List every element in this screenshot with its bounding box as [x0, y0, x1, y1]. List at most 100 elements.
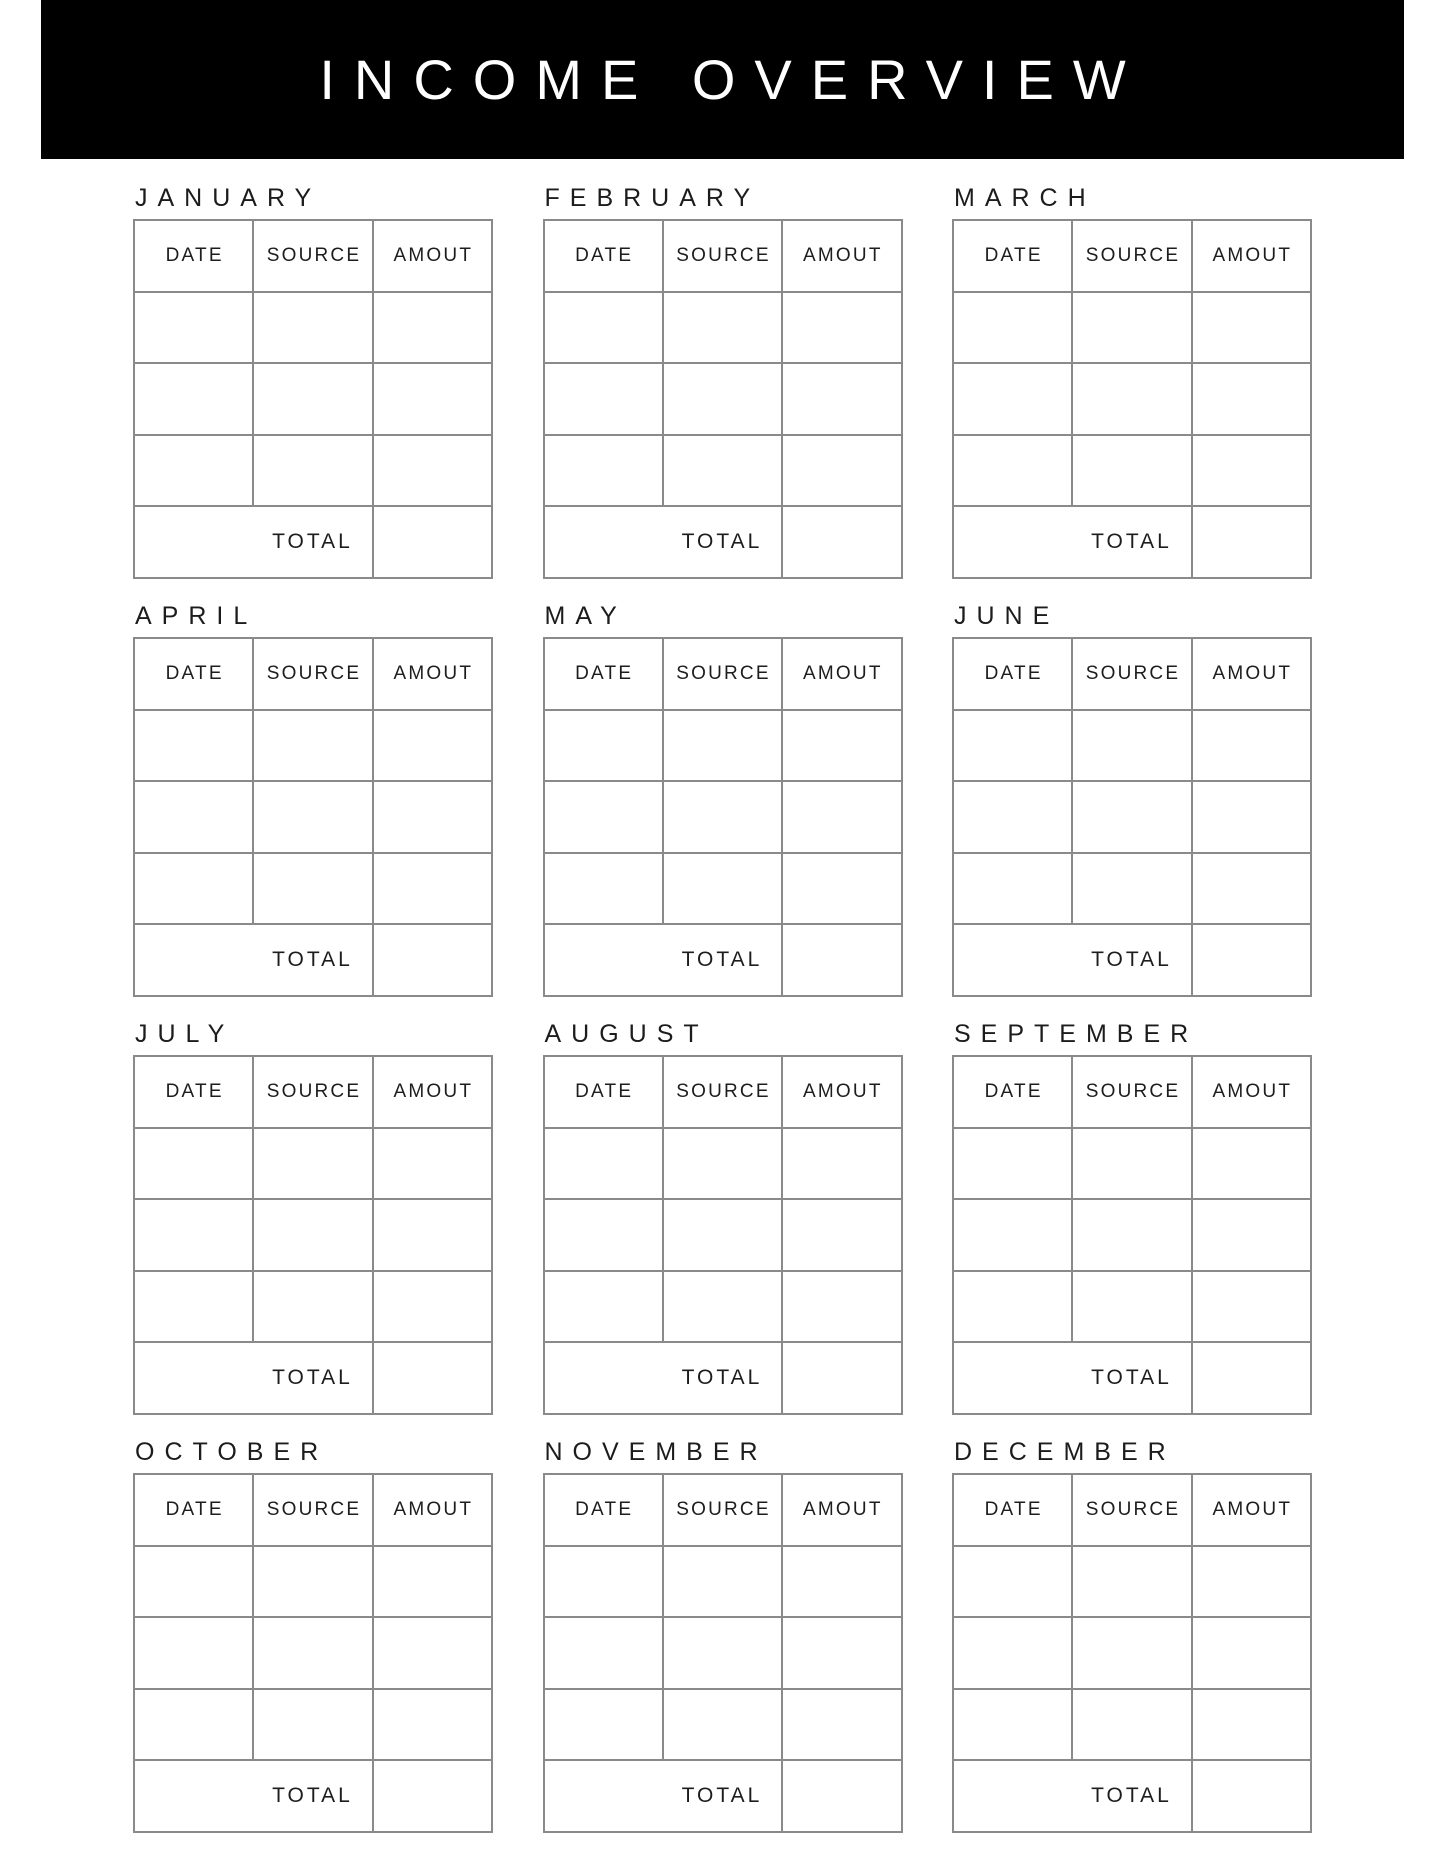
entry-cell-source[interactable] — [1073, 782, 1191, 852]
entry-cell-amount[interactable] — [373, 1271, 491, 1342]
entry-cell-source[interactable] — [254, 782, 372, 852]
entry-cell-amount[interactable] — [373, 1200, 491, 1270]
entry-cell-source[interactable] — [663, 292, 782, 363]
entry-cell-amount[interactable] — [783, 1618, 901, 1688]
entry-cell-amount[interactable] — [373, 1546, 491, 1617]
entry-cell-source[interactable] — [254, 292, 372, 363]
total-value-cell[interactable] — [783, 507, 901, 577]
entry-cell-source[interactable] — [254, 1618, 372, 1688]
entry-cell-amount[interactable] — [783, 782, 901, 852]
entry-cell-amount[interactable] — [373, 292, 491, 363]
entry-cell-amount[interactable] — [1192, 1271, 1310, 1342]
total-value-cell[interactable] — [373, 507, 491, 577]
entry-cell-source[interactable] — [663, 710, 782, 781]
entry-cell-amount[interactable] — [373, 435, 491, 506]
entry-cell-source[interactable] — [663, 435, 782, 506]
entry-cell-amount[interactable] — [1192, 853, 1310, 924]
entry-cell-amount[interactable] — [1192, 1546, 1310, 1617]
entry-cell-date[interactable] — [135, 364, 253, 434]
entry-cell-amount[interactable] — [1192, 1128, 1310, 1199]
entry-cell-amount[interactable] — [373, 853, 491, 924]
entry-cell-amount[interactable] — [783, 710, 901, 781]
entry-cell-date[interactable] — [135, 1689, 253, 1760]
entry-cell-source[interactable] — [663, 1618, 782, 1688]
entry-cell-amount[interactable] — [373, 1689, 491, 1760]
entry-cell-date[interactable] — [954, 1689, 1072, 1760]
entry-cell-date[interactable] — [135, 292, 253, 363]
entry-cell-date[interactable] — [954, 710, 1072, 781]
entry-cell-source[interactable] — [1073, 710, 1191, 781]
entry-cell-date[interactable] — [135, 1200, 253, 1270]
entry-cell-date[interactable] — [544, 782, 662, 852]
entry-cell-source[interactable] — [254, 710, 372, 781]
entry-cell-date[interactable] — [954, 1546, 1072, 1617]
entry-cell-source[interactable] — [254, 1200, 372, 1270]
entry-cell-amount[interactable] — [783, 1689, 901, 1760]
entry-cell-source[interactable] — [1073, 364, 1191, 434]
entry-cell-date[interactable] — [954, 853, 1072, 924]
entry-cell-date[interactable] — [135, 710, 253, 781]
entry-cell-date[interactable] — [954, 1200, 1072, 1270]
total-value-cell[interactable] — [373, 1761, 491, 1831]
total-value-cell[interactable] — [1192, 925, 1310, 995]
entry-cell-amount[interactable] — [783, 1546, 901, 1617]
entry-cell-amount[interactable] — [1192, 1689, 1310, 1760]
total-value-cell[interactable] — [373, 925, 491, 995]
entry-cell-source[interactable] — [663, 1200, 782, 1270]
total-value-cell[interactable] — [783, 925, 901, 995]
entry-cell-date[interactable] — [544, 292, 662, 363]
entry-cell-source[interactable] — [663, 782, 782, 852]
total-value-cell[interactable] — [783, 1761, 901, 1831]
entry-cell-amount[interactable] — [783, 1200, 901, 1270]
entry-cell-source[interactable] — [663, 1271, 782, 1342]
total-value-cell[interactable] — [783, 1343, 901, 1413]
entry-cell-date[interactable] — [954, 1271, 1072, 1342]
entry-cell-source[interactable] — [254, 1689, 372, 1760]
entry-cell-source[interactable] — [1073, 292, 1191, 363]
entry-cell-date[interactable] — [544, 1689, 662, 1760]
total-value-cell[interactable] — [373, 1343, 491, 1413]
entry-cell-source[interactable] — [663, 853, 782, 924]
total-value-cell[interactable] — [1192, 1343, 1310, 1413]
entry-cell-source[interactable] — [663, 1128, 782, 1199]
entry-cell-amount[interactable] — [1192, 435, 1310, 506]
entry-cell-source[interactable] — [1073, 853, 1191, 924]
entry-cell-date[interactable] — [135, 853, 253, 924]
entry-cell-amount[interactable] — [373, 1618, 491, 1688]
entry-cell-date[interactable] — [544, 1128, 662, 1199]
entry-cell-amount[interactable] — [373, 1128, 491, 1199]
entry-cell-date[interactable] — [544, 1618, 662, 1688]
entry-cell-date[interactable] — [954, 782, 1072, 852]
entry-cell-date[interactable] — [544, 1200, 662, 1270]
entry-cell-date[interactable] — [135, 435, 253, 506]
entry-cell-amount[interactable] — [1192, 1618, 1310, 1688]
entry-cell-amount[interactable] — [373, 364, 491, 434]
entry-cell-date[interactable] — [544, 710, 662, 781]
entry-cell-amount[interactable] — [783, 853, 901, 924]
entry-cell-date[interactable] — [954, 292, 1072, 363]
entry-cell-amount[interactable] — [1192, 292, 1310, 363]
entry-cell-source[interactable] — [663, 1546, 782, 1617]
entry-cell-source[interactable] — [1073, 1128, 1191, 1199]
entry-cell-amount[interactable] — [1192, 782, 1310, 852]
entry-cell-date[interactable] — [135, 1618, 253, 1688]
entry-cell-amount[interactable] — [373, 710, 491, 781]
entry-cell-source[interactable] — [1073, 1200, 1191, 1270]
entry-cell-source[interactable] — [1073, 1546, 1191, 1617]
entry-cell-date[interactable] — [135, 1128, 253, 1199]
entry-cell-amount[interactable] — [373, 782, 491, 852]
entry-cell-date[interactable] — [954, 1128, 1072, 1199]
entry-cell-source[interactable] — [663, 1689, 782, 1760]
entry-cell-amount[interactable] — [1192, 1200, 1310, 1270]
entry-cell-source[interactable] — [254, 1271, 372, 1342]
entry-cell-source[interactable] — [254, 853, 372, 924]
entry-cell-date[interactable] — [954, 435, 1072, 506]
entry-cell-source[interactable] — [1073, 1618, 1191, 1688]
entry-cell-source[interactable] — [663, 364, 782, 434]
entry-cell-source[interactable] — [1073, 1689, 1191, 1760]
entry-cell-date[interactable] — [954, 1618, 1072, 1688]
total-value-cell[interactable] — [1192, 507, 1310, 577]
entry-cell-amount[interactable] — [783, 1128, 901, 1199]
entry-cell-amount[interactable] — [1192, 710, 1310, 781]
entry-cell-amount[interactable] — [1192, 364, 1310, 434]
